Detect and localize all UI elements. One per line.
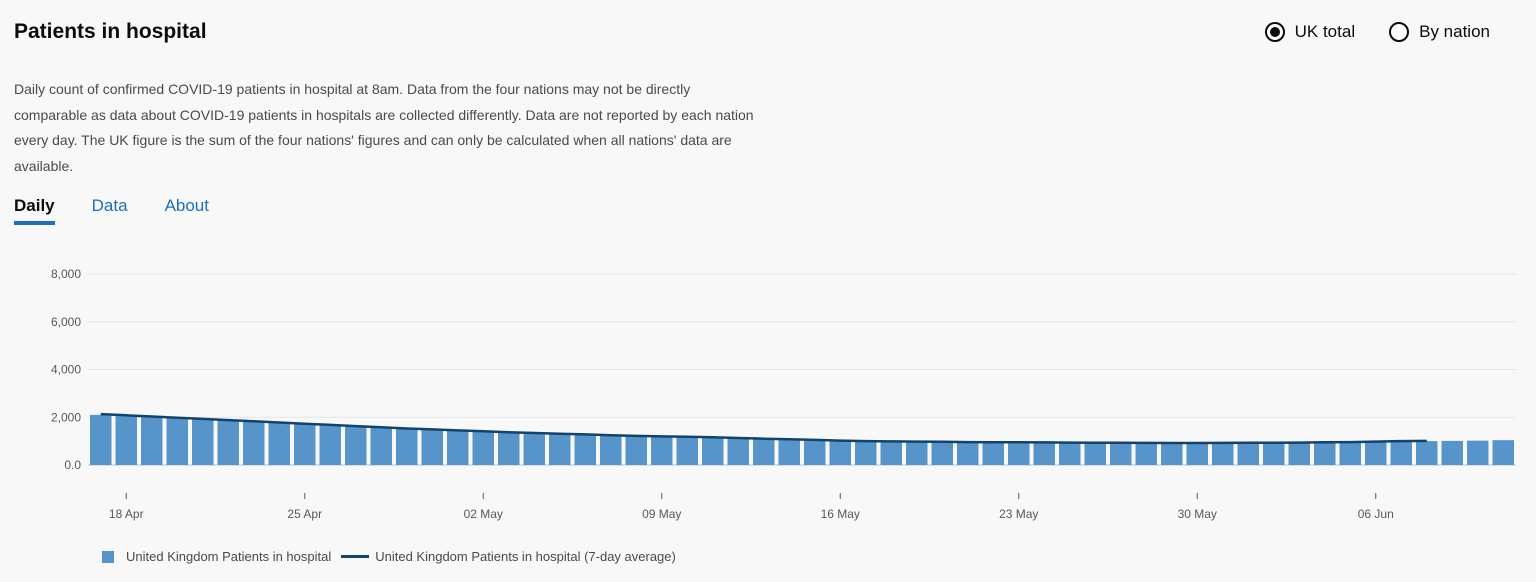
bar-mark [370, 427, 392, 465]
bar-mark [1033, 442, 1055, 465]
bar-mark [727, 438, 749, 465]
bar-mark [396, 428, 418, 465]
tab-about[interactable]: About [164, 196, 209, 215]
chart-description: Daily count of confirmed COVID-19 patien… [14, 81, 754, 174]
bar-mark [1365, 442, 1387, 465]
y-tick-label: 2,000 [51, 410, 81, 424]
bar-mark [1288, 442, 1310, 465]
chart-average-line [100, 412, 1427, 445]
bar-mark [1135, 443, 1157, 465]
bar-mark [1059, 442, 1081, 465]
bar-mark [855, 441, 877, 465]
chart-x-axis: 18 Apr 25 Apr 02 May 09 May 16 May 23 May 30 M… [109, 493, 1394, 521]
bar-mark [676, 437, 698, 465]
tab-data[interactable]: Data [91, 196, 128, 215]
bar-mark [1467, 440, 1489, 465]
bar-mark [957, 442, 979, 465]
bar-mark [141, 417, 163, 465]
bar-mark [1008, 442, 1030, 465]
bar-mark [829, 440, 851, 465]
bar-mark [753, 438, 775, 465]
bar-mark [982, 442, 1004, 465]
radio-uk-total-label: UK total [1294, 22, 1356, 41]
radio-uk-total[interactable]: UK total [1264, 22, 1356, 42]
bar-mark [549, 433, 571, 465]
average-line-mark [100, 412, 1427, 445]
x-tick-label: 02 May [464, 507, 503, 521]
bar-mark [523, 433, 545, 465]
x-tick-label: 06 Jun [1358, 507, 1394, 521]
bar-mark [931, 442, 953, 465]
bar-mark [243, 421, 265, 465]
x-tick-label: 23 May [999, 507, 1038, 521]
bar-mark [1441, 440, 1463, 465]
bar-mark [1416, 441, 1438, 465]
bar-mark [498, 432, 520, 465]
bar-mark [1161, 443, 1183, 465]
bar-mark [217, 420, 239, 465]
x-tick-label: 09 May [642, 507, 681, 521]
bar-mark [1263, 442, 1285, 465]
y-tick-label: 8,000 [51, 267, 81, 281]
view-radio-group: UK total By nation [1264, 22, 1490, 42]
bar-mark [906, 441, 928, 465]
bar-mark [294, 423, 316, 465]
bar-mark [192, 419, 214, 465]
chart-tabs: Daily Data About [14, 196, 209, 225]
bar-mark [1339, 442, 1361, 465]
legend-line-label: United Kingdom Patients in hospital (7-d… [375, 549, 676, 564]
bar-mark [702, 437, 724, 465]
bar-mark [1084, 442, 1106, 465]
bar-mark [1237, 443, 1259, 465]
bar-mark [115, 416, 137, 465]
bar-mark [651, 436, 673, 465]
bar-mark [1492, 440, 1514, 465]
bar-mark [268, 422, 290, 465]
bar-mark [447, 430, 469, 465]
chart-legend: United Kingdom Patients in hospital Unit… [102, 549, 676, 564]
chart-plot: 0.0 2,000 4,000 6,000 8,000 18 Apr 25 Apr 02 M… [51, 267, 1516, 521]
y-tick-label: 4,000 [51, 363, 81, 377]
legend-bar-label: United Kingdom Patients in hospital [126, 549, 332, 564]
bar-mark [1390, 441, 1412, 465]
radio-by-nation[interactable]: By nation [1389, 22, 1490, 42]
bar-mark [1212, 443, 1234, 465]
bar-mark [90, 414, 112, 465]
bar-mark [166, 418, 188, 465]
bar-mark [1186, 443, 1208, 465]
bar-mark [472, 431, 494, 465]
bar-mark [1110, 443, 1132, 465]
radio-by-nation-label: By nation [1419, 22, 1490, 41]
tab-daily[interactable]: Daily [14, 196, 55, 225]
bar-mark [319, 424, 341, 465]
y-tick-label: 6,000 [51, 315, 81, 329]
bar-mark [625, 436, 647, 465]
y-tick-label: 0.0 [64, 458, 81, 472]
bar-mark [345, 425, 367, 465]
radio-unselected-icon[interactable] [1389, 22, 1410, 42]
x-tick-label: 16 May [821, 507, 860, 521]
legend-bar-swatch [102, 550, 114, 563]
chart-y-axis: 0.0 2,000 4,000 6,000 8,000 [51, 267, 81, 472]
bar-mark [574, 434, 596, 465]
x-tick-label: 30 May [1178, 507, 1217, 521]
radio-selected-icon[interactable] [1264, 22, 1285, 42]
chart-bars [90, 414, 1514, 465]
x-tick-label: 25 Apr [287, 507, 322, 521]
legend-line-swatch [341, 555, 370, 558]
x-tick-label: 18 Apr [109, 507, 144, 521]
bar-mark [600, 435, 622, 465]
bar-mark [880, 441, 902, 465]
bar-mark [778, 439, 800, 465]
bar-mark [421, 429, 443, 465]
bar-mark [804, 440, 826, 465]
chart-card-title: Patients in hospital [14, 20, 207, 43]
bar-mark [1314, 442, 1336, 465]
